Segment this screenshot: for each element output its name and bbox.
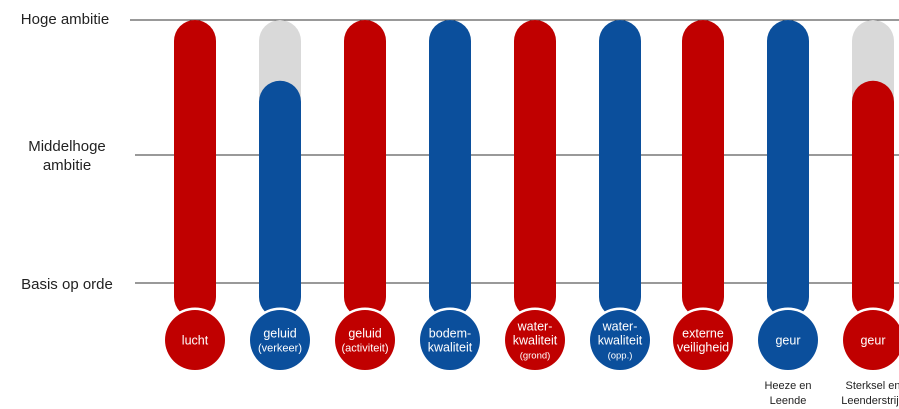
category-label-line2: veiligheid	[677, 341, 729, 355]
category-note: Sterksel en	[845, 380, 899, 392]
bar-label-circle	[673, 310, 733, 370]
bar-label-circle	[505, 310, 565, 370]
bar	[682, 20, 724, 318]
level-label-base: Basis op orde	[21, 276, 113, 293]
bar	[429, 20, 471, 318]
category-label-line2: (verkeer)	[258, 343, 302, 355]
category-label-line1: water-	[517, 320, 553, 334]
category-label-line2: kwaliteit	[598, 334, 643, 348]
category-label-line2: kwaliteit	[428, 341, 473, 355]
category-label-line2: kwaliteit	[513, 334, 558, 348]
bar-label-circle	[165, 310, 225, 370]
category-label-line1: externe	[682, 327, 724, 341]
category-label-line1: geluid	[348, 327, 381, 341]
category-label-line1: geur	[860, 334, 885, 348]
category-label-line3: (opp.)	[608, 351, 633, 362]
bar	[344, 20, 386, 318]
bar	[599, 20, 641, 318]
bar-label-circle	[420, 310, 480, 370]
level-label-mid: Middelhoge ambitie	[28, 138, 106, 174]
category-note: Heeze en	[764, 380, 811, 392]
category-label-line1: bodem-	[429, 327, 471, 341]
category-label-line3: (grond)	[520, 351, 551, 362]
bar	[259, 80, 301, 318]
category-note: Leende	[770, 395, 807, 407]
category-label-line1: water-	[602, 320, 638, 334]
category-label-line2: (activiteit)	[341, 343, 388, 355]
level-label-high: Hoge ambitie	[20, 11, 110, 28]
bar-label-circle	[843, 310, 899, 370]
bar	[174, 20, 216, 318]
bar-label-circle	[250, 310, 310, 370]
bar	[852, 80, 894, 318]
category-label-line1: geluid	[263, 327, 296, 341]
bar-label-circle	[758, 310, 818, 370]
bar-label-circle	[590, 310, 650, 370]
category-note: Leenderstrijp	[841, 395, 899, 407]
category-label-line1: lucht	[182, 334, 209, 348]
bar	[767, 20, 809, 318]
bar-label-circle	[335, 310, 395, 370]
bar	[514, 20, 556, 318]
category-label-line1: geur	[775, 334, 800, 348]
